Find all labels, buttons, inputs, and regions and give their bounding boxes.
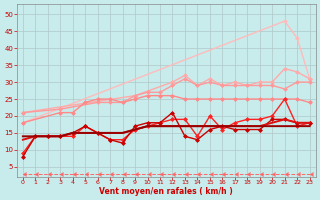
X-axis label: Vent moyen/en rafales ( km/h ): Vent moyen/en rafales ( km/h ) <box>100 187 233 196</box>
